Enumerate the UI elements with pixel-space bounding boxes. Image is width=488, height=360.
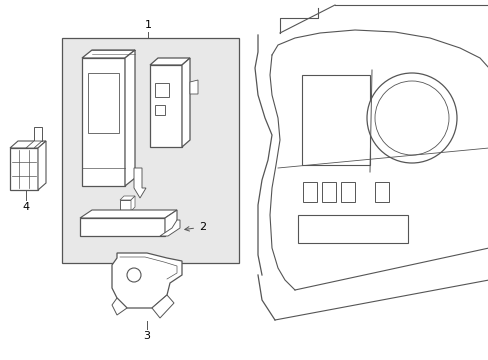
Bar bbox=[374, 182, 388, 202]
Polygon shape bbox=[26, 141, 42, 148]
Polygon shape bbox=[150, 58, 190, 65]
Polygon shape bbox=[182, 58, 190, 147]
Polygon shape bbox=[112, 298, 127, 315]
Polygon shape bbox=[82, 50, 135, 58]
Bar bbox=[155, 83, 169, 97]
Polygon shape bbox=[82, 58, 125, 186]
Polygon shape bbox=[80, 210, 177, 218]
Polygon shape bbox=[152, 295, 174, 318]
Polygon shape bbox=[38, 141, 46, 190]
Bar bbox=[10, 148, 38, 190]
Polygon shape bbox=[10, 141, 46, 148]
Polygon shape bbox=[131, 196, 135, 211]
Bar bbox=[155, 105, 164, 115]
Text: 3: 3 bbox=[143, 331, 150, 341]
Polygon shape bbox=[190, 80, 198, 94]
Bar bbox=[62, 38, 239, 263]
Bar bbox=[297, 215, 407, 243]
Bar bbox=[303, 182, 316, 202]
Polygon shape bbox=[125, 50, 135, 186]
Polygon shape bbox=[134, 168, 146, 198]
Polygon shape bbox=[160, 220, 180, 236]
Circle shape bbox=[374, 81, 448, 155]
Circle shape bbox=[366, 73, 456, 163]
Polygon shape bbox=[164, 210, 177, 236]
Text: 4: 4 bbox=[22, 202, 29, 212]
Bar bbox=[321, 182, 335, 202]
Polygon shape bbox=[150, 65, 182, 147]
Bar bbox=[80, 218, 164, 236]
Bar bbox=[88, 73, 119, 133]
Bar bbox=[120, 200, 131, 211]
Text: 1: 1 bbox=[144, 20, 151, 30]
Circle shape bbox=[127, 268, 141, 282]
Polygon shape bbox=[120, 196, 135, 200]
Bar bbox=[340, 182, 354, 202]
Bar bbox=[302, 75, 369, 165]
Text: 2: 2 bbox=[184, 222, 206, 232]
Polygon shape bbox=[112, 253, 182, 308]
Polygon shape bbox=[34, 127, 42, 141]
